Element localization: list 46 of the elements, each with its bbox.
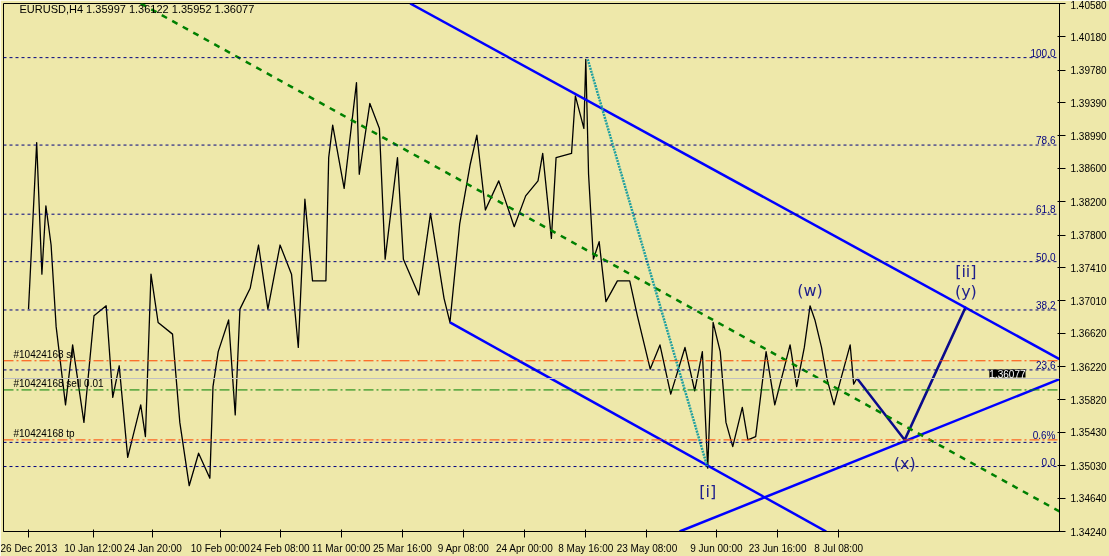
annotation: 0.6% bbox=[1032, 430, 1056, 442]
x-tick-label: 10 Jan 12:00 bbox=[64, 542, 123, 554]
ref-line-label: #10424168 tp bbox=[13, 427, 76, 439]
y-tick-label: 1.38200 bbox=[1070, 196, 1108, 208]
y-tick-label: 1.34240 bbox=[1070, 526, 1108, 538]
annotation: [ii] bbox=[955, 261, 977, 281]
annotation: 0.0 bbox=[1041, 456, 1056, 468]
annotation: (w) bbox=[797, 280, 823, 300]
annotation: 50.0 bbox=[1036, 251, 1056, 263]
y-tick-label: 1.38600 bbox=[1070, 163, 1108, 175]
annotation: 61.8 bbox=[1036, 204, 1056, 216]
y-tick-label: 1.39390 bbox=[1070, 97, 1108, 109]
y-tick-label: 1.35430 bbox=[1070, 427, 1108, 439]
y-tick-label: 1.36220 bbox=[1070, 361, 1108, 373]
x-tick-label: 24 Apr 00:00 bbox=[496, 542, 554, 554]
ref-line-label: 1.36077 bbox=[989, 368, 1026, 380]
x-tick-label: 25 Mar 16:00 bbox=[372, 542, 433, 554]
y-tick-label: 1.34640 bbox=[1070, 493, 1108, 505]
x-tick-label: 23 May 08:00 bbox=[616, 542, 678, 554]
y-tick-label: 1.37010 bbox=[1070, 295, 1108, 307]
x-tick-label: 23 Jun 16:00 bbox=[748, 542, 807, 554]
x-tick-label: 8 Jul 08:00 bbox=[814, 542, 864, 554]
annotation: [i] bbox=[699, 482, 717, 502]
annotation: (y) bbox=[954, 281, 977, 301]
y-tick-label: 1.35030 bbox=[1070, 460, 1108, 472]
annotation: 100.0 bbox=[1030, 47, 1056, 59]
annotation: 78.6 bbox=[1036, 135, 1056, 147]
annotation: 23.6 bbox=[1036, 359, 1056, 371]
y-tick-label: 1.37800 bbox=[1070, 230, 1108, 242]
y-tick-label: 1.35820 bbox=[1070, 394, 1108, 406]
y-tick-label: 1.40180 bbox=[1070, 31, 1108, 43]
y-tick-label: 1.36620 bbox=[1070, 328, 1108, 340]
y-tick-label: 1.37410 bbox=[1070, 262, 1108, 274]
chart-title: EURUSD,H4 1.35997 1.36122 1.35952 1.36077 bbox=[19, 2, 255, 15]
x-tick-label: 9 Jun 00:00 bbox=[690, 542, 743, 554]
x-tick-label: 9 Apr 08:00 bbox=[437, 542, 490, 554]
y-tick-label: 1.40580 bbox=[1070, 0, 1108, 11]
y-tick-label: 1.39780 bbox=[1070, 65, 1108, 77]
x-tick-label: 24 Feb 08:00 bbox=[250, 542, 310, 554]
annotation: 38.2 bbox=[1036, 299, 1056, 311]
y-tick-label: 1.38990 bbox=[1070, 130, 1108, 142]
x-tick-label: 8 May 16:00 bbox=[558, 542, 614, 554]
x-tick-label: 26 Dec 2013 bbox=[0, 542, 58, 554]
x-tick-label: 24 Jan 20:00 bbox=[123, 542, 183, 554]
x-tick-label: 11 Mar 00:00 bbox=[312, 542, 371, 554]
x-tick-label: 10 Feb 00:00 bbox=[190, 542, 251, 554]
